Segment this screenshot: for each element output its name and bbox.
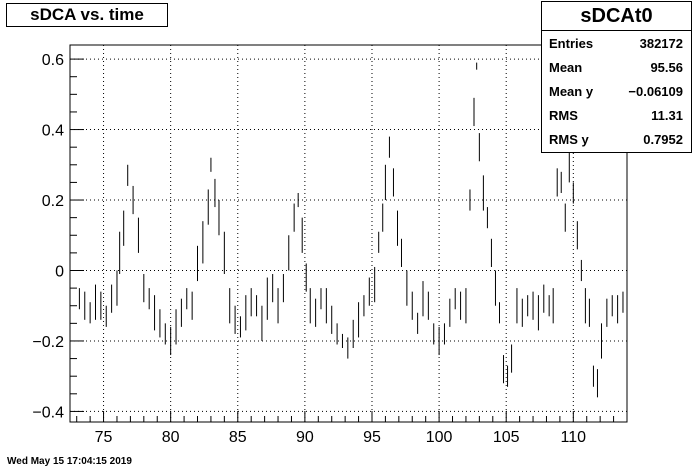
stats-label: RMS y <box>549 131 589 147</box>
stats-value: 95.56 <box>650 59 683 75</box>
x-tick-label: 100 <box>426 429 453 446</box>
stats-value: 382172 <box>639 35 683 51</box>
stats-title: sDCAt0 <box>542 2 691 31</box>
stats-row-rms-y: RMS y 0.7952 <box>542 127 691 151</box>
x-tick-label: 80 <box>162 429 180 446</box>
y-tick-label: −0.2 <box>32 334 64 351</box>
y-tick-label: 0.2 <box>42 193 64 210</box>
stats-row-mean: Mean 95.56 <box>542 55 691 79</box>
x-tick-label: 90 <box>296 429 314 446</box>
plot-frame <box>69 44 628 423</box>
stats-row-mean-y: Mean y −0.06109 <box>542 79 691 103</box>
data-points <box>78 62 624 398</box>
x-tick-label: 95 <box>363 429 381 446</box>
axis-ticks: 75 80 85 90 95 100 105 110 −0.4 −0.2 0 0.2 0.4 0.6 <box>32 52 628 446</box>
stats-value: 0.7952 <box>643 131 683 147</box>
y-tick-label: −0.4 <box>32 404 64 421</box>
stats-row-rms: RMS 11.31 <box>542 103 691 127</box>
stats-value: −0.06109 <box>628 83 683 99</box>
timestamp-footer: Wed May 15 17:04:15 2019 <box>7 456 132 467</box>
x-tick-label: 75 <box>95 429 113 446</box>
y-tick-label: 0.6 <box>42 52 64 69</box>
stats-box: sDCAt0 Entries 382172 Mean 95.56 Mean y … <box>541 1 692 153</box>
x-tick-label: 85 <box>229 429 247 446</box>
stats-label: RMS <box>549 107 578 123</box>
chart-title: sDCA vs. time <box>6 3 168 27</box>
stats-label: Mean y <box>549 83 594 99</box>
y-tick-label: 0 <box>55 263 64 280</box>
stats-value: 11.31 <box>651 107 683 123</box>
y-tick-label: 0.4 <box>42 123 64 140</box>
x-tick-label: 110 <box>561 429 587 446</box>
x-tick-label: 105 <box>493 429 520 446</box>
stats-label: Entries <box>549 35 594 51</box>
stats-row-entries: Entries 382172 <box>542 31 691 55</box>
grid-lines <box>70 45 627 422</box>
stats-label: Mean <box>549 59 583 75</box>
